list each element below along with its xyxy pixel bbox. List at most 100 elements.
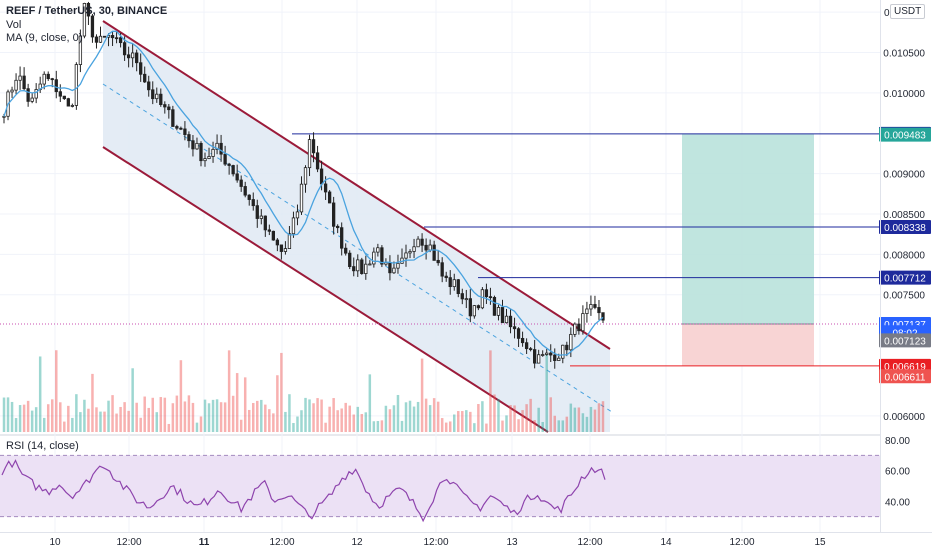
candle-body [90, 15, 95, 38]
volume-bar [477, 404, 480, 432]
candle-body [231, 165, 235, 175]
price-badge: 0.009483 [879, 127, 931, 142]
candle-body [520, 337, 525, 344]
volume-bar [457, 411, 460, 432]
candle-body [187, 134, 191, 142]
candle-body [263, 215, 267, 231]
candle-body [58, 91, 62, 97]
volume-bar [360, 413, 364, 432]
volume-bar [392, 405, 396, 432]
volume-bar [485, 423, 488, 432]
volume-bar [227, 350, 231, 432]
volume-bar [368, 374, 372, 432]
candle-body [424, 244, 428, 251]
candle-body [163, 104, 167, 108]
price-tick-label: 0.010500 [883, 48, 925, 59]
volume-bar [412, 406, 416, 432]
candle-body [110, 35, 115, 39]
candle-body [247, 194, 251, 200]
price-scale[interactable] [880, 0, 932, 532]
candle-body [155, 93, 159, 100]
volume-bar [55, 350, 58, 432]
volume-bar [557, 420, 561, 432]
candle-body [291, 217, 296, 235]
candle-body [203, 158, 207, 162]
candle-body [332, 202, 336, 227]
volume-bar [264, 404, 267, 432]
candle-body [259, 215, 263, 219]
horizontal-levels[interactable] [0, 133, 880, 367]
rsi-legend[interactable]: RSI (14, close) [6, 440, 79, 452]
symbol-title: REEF / TetherUS, 30, BINANCE [6, 5, 168, 17]
time-axis[interactable] [0, 532, 932, 551]
volume-bar [316, 398, 319, 432]
price-badge: 0.007123 [879, 333, 931, 348]
candle-body [412, 246, 416, 252]
volume-bar [332, 398, 335, 432]
price-tick-label: 0.009000 [883, 170, 925, 181]
candle-body [488, 296, 493, 299]
candle-body [22, 75, 26, 90]
volume-bar [497, 398, 500, 432]
volume-bar [151, 397, 154, 432]
volume-bar [203, 399, 207, 432]
candle-body [30, 97, 34, 102]
price-tick-label: 0.008000 [883, 250, 925, 261]
candle-body [545, 352, 549, 355]
candle-body [42, 73, 46, 85]
candle-body [303, 167, 308, 185]
volume-bar [513, 405, 516, 432]
candle-body [78, 35, 83, 65]
candle-body [275, 239, 280, 246]
volume-bar [260, 399, 263, 432]
candle-body [70, 105, 74, 107]
volume-bar [561, 420, 565, 432]
price-tick-label: 0.010000 [883, 89, 925, 100]
volume-bar [46, 404, 50, 432]
volume-bar [288, 394, 291, 432]
long-position-tool[interactable] [682, 133, 814, 366]
descending-channel[interactable] [102, 20, 613, 433]
candle-body [122, 42, 127, 56]
volume-bar [356, 406, 360, 432]
candle-body [557, 357, 561, 361]
candle-body [151, 89, 155, 100]
volume-bar [481, 401, 484, 432]
volume-legend[interactable]: Vol [6, 19, 22, 31]
candle-body [468, 298, 472, 317]
volume-bar [396, 394, 400, 432]
volume-bar [573, 407, 577, 432]
candle-body [480, 289, 485, 309]
candle-body [239, 179, 243, 187]
volume-bar [308, 399, 311, 432]
candle-body [476, 305, 481, 309]
symbol-legend[interactable]: REEF / TetherUS, 30, BINANCE [6, 5, 167, 18]
candle-body [223, 153, 227, 165]
candle-body [287, 233, 292, 249]
volume-bar [448, 421, 452, 432]
volume-bar [143, 396, 146, 432]
ma-legend[interactable]: MA (9, close, 0) [6, 32, 83, 44]
candle-body [251, 199, 255, 207]
currency-button[interactable]: USDT [890, 4, 926, 19]
candle-body [360, 259, 364, 274]
candle-body [327, 191, 332, 204]
candle-body [528, 348, 533, 351]
price-badge-bg [879, 220, 931, 235]
candle-body [368, 263, 372, 266]
candle-body [18, 75, 22, 81]
volume-bar [199, 416, 203, 432]
candle-body [62, 95, 66, 100]
candle-body [299, 183, 304, 213]
candle-body [549, 352, 553, 356]
candle-body [593, 304, 597, 308]
volume-bar [537, 407, 540, 432]
rsi-line [1, 459, 606, 523]
volume-bar [388, 409, 392, 432]
volume-bar [340, 408, 343, 432]
volume-bar [171, 403, 175, 432]
volume-bar [155, 412, 159, 432]
volume-bar [167, 423, 171, 432]
candle-body [396, 262, 400, 269]
